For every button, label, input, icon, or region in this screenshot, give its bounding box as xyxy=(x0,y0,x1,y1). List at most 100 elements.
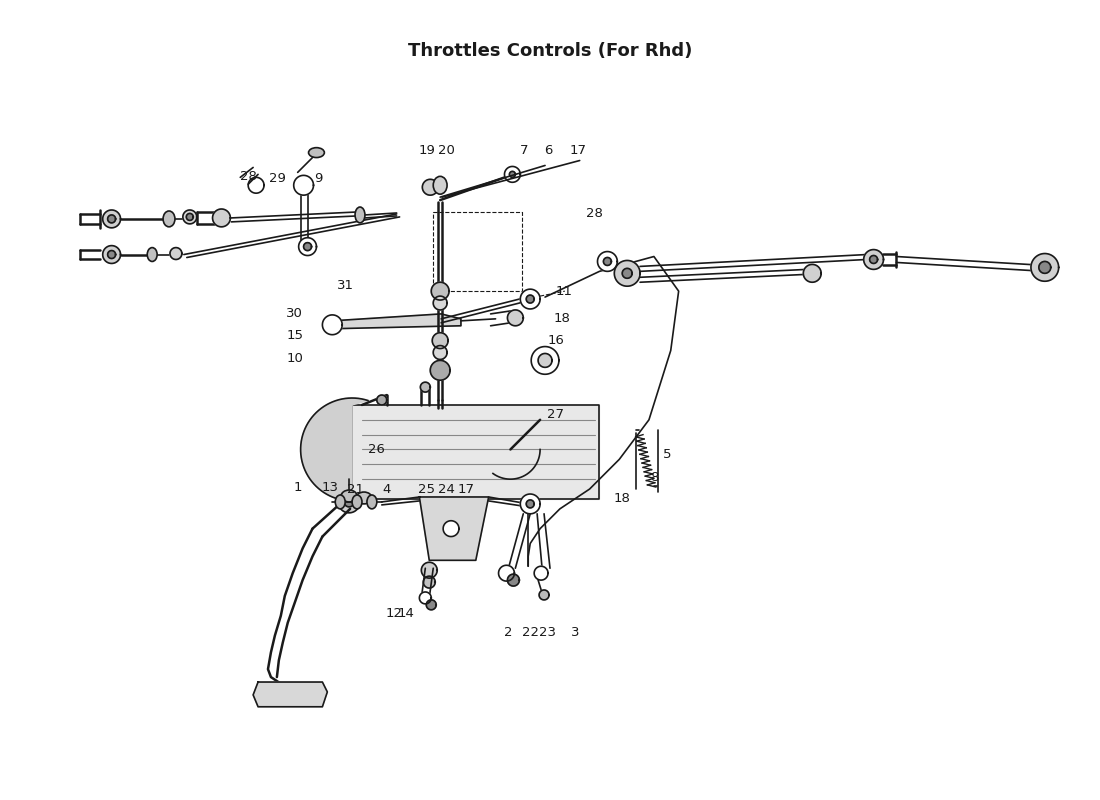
Polygon shape xyxy=(419,497,488,560)
Polygon shape xyxy=(604,258,612,266)
Text: 1: 1 xyxy=(294,481,301,494)
Polygon shape xyxy=(614,261,640,286)
Ellipse shape xyxy=(341,490,358,502)
Polygon shape xyxy=(1031,254,1058,282)
Ellipse shape xyxy=(355,207,365,223)
Polygon shape xyxy=(322,315,342,334)
Text: 28: 28 xyxy=(240,170,256,183)
Text: 9: 9 xyxy=(315,172,322,185)
Polygon shape xyxy=(419,592,431,604)
Text: 12: 12 xyxy=(385,607,403,620)
Polygon shape xyxy=(253,682,328,706)
Polygon shape xyxy=(108,215,115,223)
Text: 26: 26 xyxy=(368,443,385,456)
Polygon shape xyxy=(170,248,182,259)
Polygon shape xyxy=(102,210,121,228)
Text: 30: 30 xyxy=(286,307,304,321)
Polygon shape xyxy=(186,214,194,220)
Polygon shape xyxy=(108,250,115,258)
Polygon shape xyxy=(531,346,559,374)
Polygon shape xyxy=(623,268,632,278)
Polygon shape xyxy=(424,576,436,588)
Ellipse shape xyxy=(163,211,175,227)
Text: 18: 18 xyxy=(614,493,630,506)
Polygon shape xyxy=(507,574,519,586)
Text: 31: 31 xyxy=(337,278,354,292)
Text: 10: 10 xyxy=(286,352,304,365)
Polygon shape xyxy=(433,346,447,359)
Polygon shape xyxy=(249,178,264,193)
Text: 15: 15 xyxy=(286,329,304,342)
Polygon shape xyxy=(431,282,449,300)
Text: 25: 25 xyxy=(418,482,434,495)
Text: 29: 29 xyxy=(270,172,286,185)
Polygon shape xyxy=(377,395,387,405)
Polygon shape xyxy=(433,296,447,310)
Text: 8: 8 xyxy=(650,470,658,484)
Polygon shape xyxy=(498,566,515,581)
Polygon shape xyxy=(443,521,459,537)
Text: 16: 16 xyxy=(548,334,564,347)
Ellipse shape xyxy=(336,495,345,509)
Polygon shape xyxy=(352,405,600,499)
Polygon shape xyxy=(509,171,516,178)
Polygon shape xyxy=(300,398,368,501)
Polygon shape xyxy=(212,209,230,227)
Polygon shape xyxy=(422,179,438,195)
Text: 5: 5 xyxy=(662,448,671,461)
Text: 4: 4 xyxy=(383,482,390,495)
Ellipse shape xyxy=(308,148,324,158)
Ellipse shape xyxy=(367,495,377,509)
Polygon shape xyxy=(597,251,617,271)
Text: 17: 17 xyxy=(458,482,474,495)
Polygon shape xyxy=(102,246,121,263)
Polygon shape xyxy=(1038,262,1050,274)
Text: 20: 20 xyxy=(438,144,454,157)
Polygon shape xyxy=(520,289,540,309)
Polygon shape xyxy=(526,500,535,508)
Polygon shape xyxy=(432,333,448,349)
Text: 3: 3 xyxy=(571,626,579,639)
Polygon shape xyxy=(430,361,450,380)
Ellipse shape xyxy=(356,492,372,504)
Text: 2: 2 xyxy=(504,626,513,639)
Polygon shape xyxy=(421,562,437,578)
Polygon shape xyxy=(294,175,313,195)
Polygon shape xyxy=(332,314,461,329)
Polygon shape xyxy=(505,166,520,182)
Polygon shape xyxy=(803,265,821,282)
Text: Throttles Controls (For Rhd): Throttles Controls (For Rhd) xyxy=(408,42,692,60)
Text: 13: 13 xyxy=(322,481,339,494)
Polygon shape xyxy=(427,600,437,610)
Ellipse shape xyxy=(352,495,362,509)
Text: 21: 21 xyxy=(346,482,364,495)
Text: 14: 14 xyxy=(397,607,414,620)
Polygon shape xyxy=(538,354,552,367)
Polygon shape xyxy=(520,494,540,514)
Polygon shape xyxy=(304,242,311,250)
Text: 7: 7 xyxy=(520,144,528,157)
Polygon shape xyxy=(535,566,548,580)
Polygon shape xyxy=(864,250,883,270)
Text: 27: 27 xyxy=(548,408,564,422)
Text: 18: 18 xyxy=(553,312,570,326)
Bar xyxy=(433,212,522,291)
Polygon shape xyxy=(338,491,360,513)
Polygon shape xyxy=(870,255,878,263)
Ellipse shape xyxy=(433,176,447,194)
Text: 17: 17 xyxy=(569,144,586,157)
Polygon shape xyxy=(344,497,354,507)
Polygon shape xyxy=(183,210,197,224)
Text: 22: 22 xyxy=(521,626,539,639)
Text: 19: 19 xyxy=(419,144,436,157)
Polygon shape xyxy=(526,295,535,303)
Polygon shape xyxy=(507,310,524,326)
Polygon shape xyxy=(420,382,430,392)
Polygon shape xyxy=(539,590,549,600)
Ellipse shape xyxy=(147,248,157,262)
Text: 23: 23 xyxy=(539,626,556,639)
Text: 24: 24 xyxy=(438,482,454,495)
Text: 28: 28 xyxy=(586,207,603,221)
Text: 6: 6 xyxy=(543,144,552,157)
Polygon shape xyxy=(299,238,317,255)
